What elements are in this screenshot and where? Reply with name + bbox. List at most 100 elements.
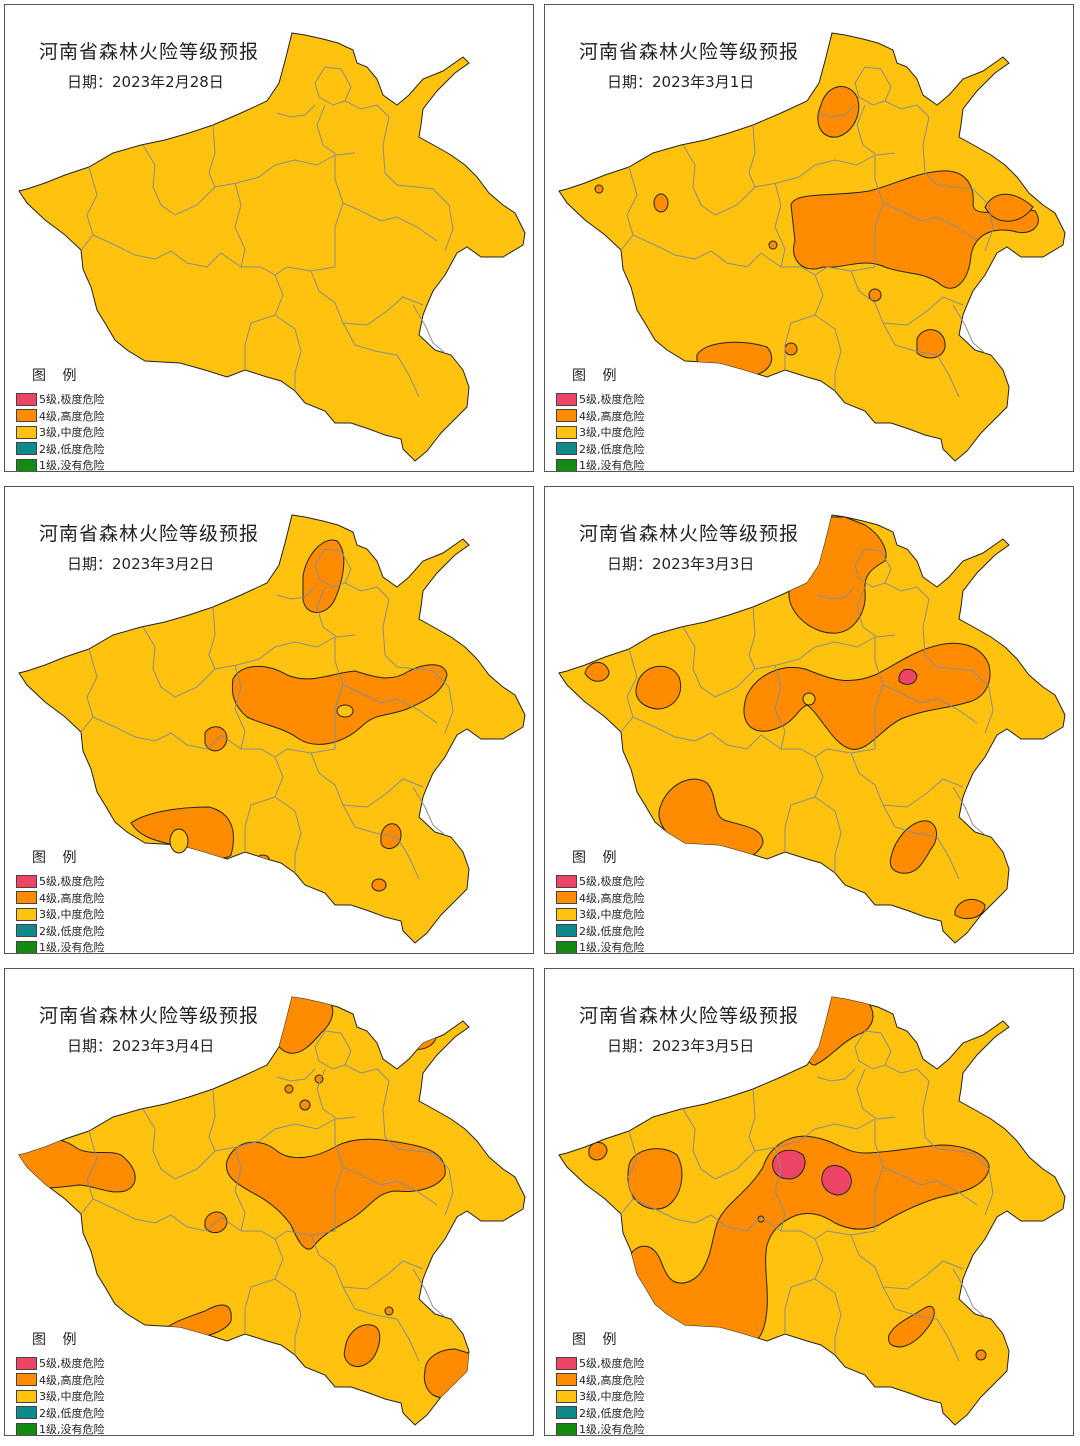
legend-swatch [16, 458, 37, 471]
legend-label: 2级,低度危险 [579, 1406, 645, 1420]
legend-item-level5: 5级,极度危险 [16, 873, 146, 890]
forecast-panel-2023-03-03: 河南省森林火险等级预报 日期：2023年3月3日 图 例 5级,极度危险 4级,… [544, 486, 1074, 954]
legend-swatch [16, 1422, 37, 1435]
legend-item-level5: 5级,极度危险 [16, 391, 146, 408]
risk-zone-level5 [898, 668, 918, 685]
legend-item-level5: 5级,极度危险 [556, 391, 686, 408]
risk-zone-level4 [594, 184, 604, 194]
page-title: 河南省森林火险等级预报 [39, 1005, 260, 1027]
legend-item-level2: 2级,低度危险 [16, 441, 146, 458]
legend-item-level4: 4级,高度危险 [16, 408, 146, 425]
legend-label: 4级,高度危险 [39, 1373, 105, 1387]
risk-zone-level4 [696, 341, 773, 378]
legend-swatch [16, 409, 37, 423]
legend-swatch [556, 1406, 577, 1420]
risk-zone-level4 [768, 240, 778, 250]
legend-label: 3级,中度危险 [579, 908, 645, 922]
legend-item-level5: 5级,极度危险 [556, 1355, 686, 1372]
risk-zone-level4 [868, 288, 882, 302]
risk-zone-level4 [916, 329, 946, 359]
legend-title: 图 例 [32, 368, 83, 384]
legend-swatch [556, 409, 577, 423]
risk-zone-level4 [256, 854, 270, 864]
risk-zone-level4 [635, 665, 681, 710]
forecast-date: 日期：2023年2月28日 [67, 73, 224, 91]
legend-item-level1: 1级,没有危险 [556, 1421, 686, 1435]
legend-label: 4级,高度危险 [579, 409, 645, 423]
legend-item-level2: 2级,低度危险 [556, 923, 686, 940]
risk-zone-level4 [984, 193, 1034, 222]
risk-zone-level4 [302, 539, 345, 613]
legend-label: 5级,极度危险 [579, 875, 645, 889]
legend: 图 例 5级,极度危险 4级,高度危险 3级,中度危险 2级,低度危险 1级,没… [556, 365, 686, 472]
legend-swatch [16, 940, 37, 953]
legend-label: 5级,极度危险 [579, 393, 645, 407]
risk-zone-level4 [584, 662, 610, 682]
legend-title: 图 例 [572, 368, 623, 384]
risk-zone-level4 [371, 878, 387, 892]
risk-zone-level4 [588, 1142, 608, 1161]
risk-zone-level4 [784, 342, 798, 356]
forecast-date: 日期：2023年3月4日 [67, 1037, 215, 1055]
legend-item-level1: 1级,没有危险 [16, 939, 146, 954]
legend-title: 图 例 [32, 1332, 83, 1348]
legend-swatch [556, 1373, 577, 1387]
legend-swatch [16, 1406, 37, 1420]
risk-zone-level4 [231, 664, 448, 745]
risk-zone-level4 [889, 820, 938, 874]
legend-item-level4: 4级,高度危险 [16, 890, 146, 907]
forecast-date: 日期：2023年3月2日 [67, 555, 215, 573]
risk-zone-level4 [396, 526, 416, 550]
legend-label: 2级,低度危险 [579, 442, 645, 456]
legend-label: 5级,极度危险 [39, 1357, 105, 1371]
legend-item-level3: 3级,中度危险 [16, 1388, 146, 1405]
legend-label: 3级,中度危险 [579, 426, 645, 440]
legend-swatch [556, 392, 577, 406]
risk-zone-level4 [975, 1349, 987, 1361]
legend-swatch [16, 1373, 37, 1387]
legend-label: 5级,极度危险 [39, 393, 105, 407]
legend-label: 4级,高度危险 [39, 409, 105, 423]
legend-swatch [556, 940, 577, 953]
legend-swatch [16, 874, 37, 888]
legend-label: 4级,高度危险 [579, 1373, 645, 1387]
risk-zone-level4 [790, 170, 1039, 289]
legend-swatch [16, 1356, 37, 1370]
legend-label: 1级,没有危险 [39, 941, 105, 954]
risk-zone-level4 [299, 1099, 311, 1111]
legend: 图 例 5级,极度危险 4级,高度危险 3级,中度危险 2级,低度危险 1级,没… [556, 1329, 686, 1435]
legend-swatch [556, 907, 577, 921]
legend-item-level3: 3级,中度危险 [16, 424, 146, 441]
legend-label: 3级,中度危险 [39, 908, 105, 922]
legend-item-level1: 1级,没有危险 [556, 457, 686, 472]
risk-zone-level3 [336, 704, 354, 718]
risk-zone-level3 [802, 692, 816, 706]
legend-label: 2级,低度危险 [39, 442, 105, 456]
forecast-date: 日期：2023年3月1日 [607, 73, 755, 91]
legend-item-level2: 2级,低度危险 [556, 1405, 686, 1422]
legend-swatch [16, 1389, 37, 1403]
legend-item-level5: 5级,极度危险 [16, 1355, 146, 1372]
legend-item-level4: 4级,高度危险 [556, 1372, 686, 1389]
page-title: 河南省森林火险等级预报 [39, 41, 260, 63]
legend-swatch [556, 442, 577, 456]
legend-swatch [556, 1356, 577, 1370]
province-map [18, 514, 526, 944]
legend-item-level2: 2级,低度危险 [16, 923, 146, 940]
legend-label: 3级,中度危险 [39, 426, 105, 440]
legend-item-level3: 3级,中度危险 [556, 906, 686, 923]
legend-label: 2级,低度危险 [39, 924, 105, 938]
legend-swatch [16, 392, 37, 406]
legend-item-level1: 1级,没有危险 [556, 939, 686, 953]
legend-label: 1级,没有危险 [39, 459, 105, 472]
province-map [558, 32, 1066, 462]
risk-zone-level4 [627, 1135, 990, 1344]
legend: 图 例 5级,极度危险 4级,高度危险 3级,中度危险 2级,低度危险 1级,没… [556, 847, 686, 953]
legend-swatch [16, 924, 37, 938]
province-map [558, 514, 1066, 944]
legend-title: 图 例 [572, 1332, 623, 1348]
forecast-date: 日期：2023年3月3日 [607, 555, 755, 573]
legend-label: 1级,没有危险 [579, 459, 645, 472]
risk-zone-level5 [821, 1165, 852, 1196]
risk-zone-level4 [343, 1324, 381, 1368]
